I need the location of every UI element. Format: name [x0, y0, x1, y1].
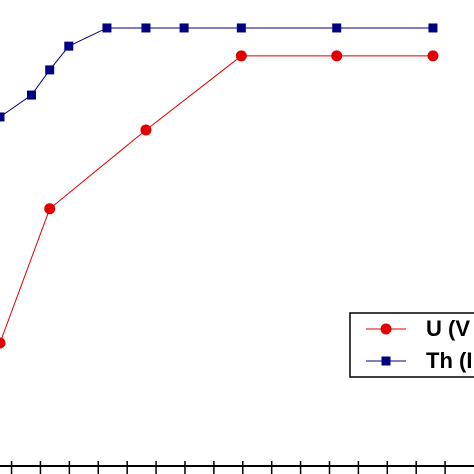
series-line	[0, 55, 433, 344]
point	[27, 90, 37, 100]
point	[140, 124, 152, 136]
series-line	[0, 27, 433, 118]
point	[102, 23, 112, 33]
point	[427, 50, 439, 62]
point	[179, 23, 189, 33]
point	[236, 23, 246, 33]
legend-label: U (V	[426, 316, 470, 341]
point	[141, 23, 151, 33]
point	[0, 112, 5, 122]
point	[64, 41, 74, 51]
point	[0, 337, 6, 349]
point	[235, 50, 247, 62]
legend-marker	[380, 323, 392, 335]
point	[44, 203, 56, 215]
point	[332, 23, 342, 33]
point	[45, 65, 55, 75]
legend-box	[349, 312, 474, 378]
legend-label: Th (I	[426, 348, 472, 373]
point	[428, 23, 438, 33]
legend-marker	[381, 356, 391, 366]
point	[331, 50, 343, 62]
